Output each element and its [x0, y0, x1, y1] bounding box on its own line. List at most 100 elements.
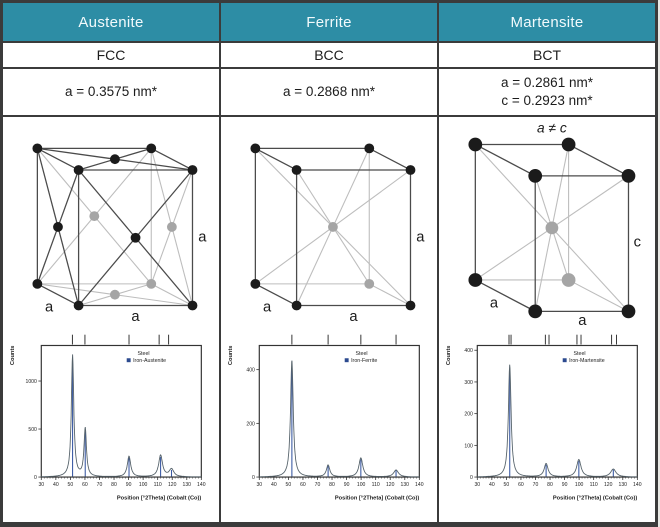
x-tick-label: 140 [415, 482, 424, 488]
edge-length-label: a [45, 299, 54, 315]
edge-length-label: a [198, 230, 207, 246]
lattice-cell-austenite: a = 0.3575 nm* [3, 69, 219, 115]
lattice-parameter-a: a = 0.3575 nm* [65, 84, 157, 99]
cell-edge-hidden [114, 294, 193, 307]
atom-black [73, 165, 84, 175]
cell-edge-hidden [332, 169, 411, 228]
x-tick-label: 80 [111, 482, 117, 488]
atom-black [405, 165, 416, 175]
x-tick-label: 100 [139, 482, 148, 488]
x-tick-label: 50 [286, 482, 292, 488]
lattice-parameter-c: c = 0.2923 nm* [501, 93, 593, 108]
lattice-cell-martensite: a = 0.2861 nm* c = 0.2923 nm* [439, 69, 655, 115]
edge-length-label: a [263, 299, 272, 315]
atom-black [468, 137, 483, 152]
content-cell-martensite: a a c a ≠ c 30 40 50 60 70 80 90 100 110 120 130 140 0 1… [439, 117, 655, 522]
plot-border [476, 344, 638, 478]
cell-edge [150, 147, 193, 171]
atom-gray [545, 221, 559, 235]
x-tick-label: 100 [357, 482, 366, 488]
cell-edge [37, 283, 79, 307]
cell-edge [78, 158, 116, 171]
cell-edge [135, 169, 193, 239]
x-tick-label: 90 [344, 482, 350, 488]
atom-black [32, 278, 43, 289]
atom-black [291, 165, 302, 175]
cell-edge [114, 147, 152, 160]
structure-cell-bct: BCT [439, 43, 655, 67]
x-tick-label: 80 [329, 482, 335, 488]
edge-length-label: c [634, 235, 641, 251]
atom-black [130, 232, 141, 243]
atom-gray [561, 273, 576, 287]
cell-edge-hidden [551, 144, 570, 229]
cell-edge [368, 147, 411, 171]
x-tick-label: 70 [533, 482, 539, 488]
x-axis-label: Position [°2Theta] (Cobalt (Co)) [117, 496, 202, 502]
cell-edge-hidden [93, 148, 152, 217]
atom-black [561, 137, 576, 152]
cell-edge [475, 143, 536, 177]
cell-edge-hidden [296, 169, 334, 228]
content-cell-ferrite: a a a 30 40 50 60 70 80 90 100 110 120 130 140 0 200 400… [221, 117, 437, 522]
cell-edge-hidden [534, 175, 553, 229]
cell-edge-hidden [474, 144, 553, 229]
cell-edge-hidden [171, 226, 194, 306]
cell-edge [475, 279, 536, 312]
legend-title: Steel [356, 351, 368, 357]
cell-edge-hidden [332, 226, 370, 285]
atom-black [528, 169, 543, 183]
cell-edge-hidden [551, 175, 629, 229]
xrd-pattern-ferrite: 30 40 50 60 70 80 90 100 110 120 130 140 0 200 400 Stee… [228, 334, 424, 502]
edge-length-label: a [416, 230, 425, 246]
x-tick-label: 140 [633, 482, 642, 488]
atom-gray [110, 289, 120, 300]
measured-pattern-curve [259, 360, 420, 478]
x-tick-label: 140 [197, 482, 206, 488]
atom-black [291, 300, 302, 311]
header-cell-austenite: Austenite [3, 3, 219, 41]
x-tick-label: 110 [590, 482, 598, 488]
cell-edge-hidden [93, 215, 152, 285]
cell-edge [57, 169, 80, 228]
legend-entry: Iron-Martensite [569, 358, 605, 364]
x-tick-label: 120 [604, 482, 613, 488]
atom-black [32, 143, 43, 154]
x-tick-label: 50 [68, 482, 74, 488]
edge-length-label: a [578, 313, 587, 329]
x-tick-label: 130 [619, 482, 628, 488]
x-tick-label: 120 [168, 482, 177, 488]
y-tick-label: 0 [252, 475, 255, 481]
unit-cell-diagram-fcc: a a a [32, 143, 207, 325]
atom-gray [89, 211, 100, 222]
cell-edge [57, 226, 80, 306]
xrd-pattern-martensite: 30 40 50 60 70 80 90 100 110 120 130 140 0 100 200 300 4… [446, 334, 642, 502]
y-axis-label: Counts [446, 346, 452, 366]
atom-black [146, 143, 157, 154]
cell-edge-hidden [332, 148, 370, 228]
content-cell-austenite: a a a 30 40 50 60 70 80 90 100 110 120 130 140 0 500 100… [3, 117, 219, 522]
atom-black [250, 278, 261, 289]
cell-edge [36, 226, 59, 285]
cell-edge [37, 147, 116, 160]
x-tick-label: 100 [575, 482, 584, 488]
measured-pattern-curve [477, 364, 638, 478]
cell-edge-hidden [37, 283, 116, 296]
cell-edge-hidden [36, 148, 95, 217]
tetragonality-note: a ≠ c [537, 121, 567, 136]
cell-edge [568, 143, 629, 177]
phase-title: Martensite [510, 13, 584, 31]
cell-edge [37, 147, 79, 171]
cell-edge [78, 237, 137, 306]
structure-label: BCC [314, 47, 344, 63]
cell-edge-hidden [332, 226, 411, 306]
cell-edge-hidden [475, 227, 553, 281]
x-tick-label: 70 [315, 482, 321, 488]
x-tick-label: 60 [300, 482, 306, 488]
y-tick-label: 500 [28, 427, 37, 433]
y-tick-label: 400 [246, 368, 255, 374]
x-tick-label: 30 [474, 482, 480, 488]
cell-edge-hidden [150, 148, 173, 228]
x-tick-label: 80 [547, 482, 553, 488]
structure-label: FCC [96, 47, 126, 63]
